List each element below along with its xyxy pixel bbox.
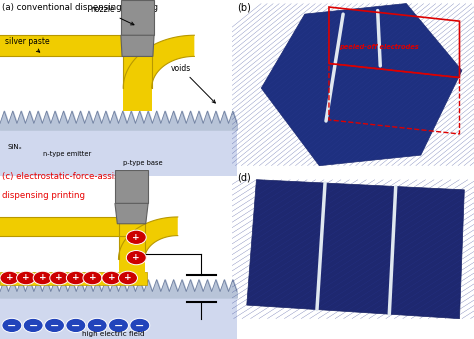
- Polygon shape: [261, 3, 462, 166]
- Bar: [0, 272, 147, 285]
- Text: +: +: [72, 274, 80, 282]
- Polygon shape: [115, 170, 148, 203]
- Text: +: +: [55, 274, 63, 282]
- Polygon shape: [121, 0, 154, 35]
- Circle shape: [66, 318, 86, 333]
- Bar: [0, 292, 237, 339]
- Polygon shape: [121, 35, 154, 56]
- Text: p-type base: p-type base: [123, 160, 163, 166]
- Text: SiNₓ: SiNₓ: [7, 144, 22, 150]
- Text: −: −: [28, 320, 38, 331]
- Text: voids: voids: [171, 63, 215, 103]
- Text: silver paste: silver paste: [5, 37, 49, 52]
- Text: (d): (d): [237, 172, 251, 182]
- Text: +: +: [132, 253, 140, 262]
- Circle shape: [118, 271, 137, 285]
- Polygon shape: [115, 203, 148, 224]
- Circle shape: [126, 230, 146, 244]
- Text: −: −: [135, 320, 145, 331]
- Bar: [0, 35, 123, 56]
- Circle shape: [130, 318, 150, 333]
- Text: +: +: [39, 274, 46, 282]
- Circle shape: [23, 318, 43, 333]
- Text: −: −: [114, 320, 123, 331]
- Circle shape: [17, 271, 36, 285]
- Text: (c) electrostatic-force-assisted: (c) electrostatic-force-assisted: [2, 172, 133, 181]
- Text: +: +: [6, 274, 13, 282]
- Text: −: −: [71, 320, 81, 331]
- Circle shape: [66, 271, 85, 285]
- Circle shape: [109, 318, 128, 333]
- Bar: [118, 170, 145, 259]
- Bar: [118, 259, 145, 276]
- Circle shape: [83, 271, 102, 285]
- Text: (a) conventional dispensing printing: (a) conventional dispensing printing: [2, 3, 158, 12]
- Polygon shape: [118, 217, 178, 259]
- Circle shape: [102, 271, 121, 285]
- Circle shape: [2, 318, 22, 333]
- Circle shape: [87, 318, 107, 333]
- Text: +: +: [124, 274, 132, 282]
- Bar: [0, 217, 118, 236]
- Circle shape: [45, 318, 64, 333]
- Text: −: −: [7, 320, 17, 331]
- Bar: [123, 0, 152, 88]
- Circle shape: [50, 271, 69, 285]
- Text: +: +: [108, 274, 115, 282]
- Text: (b): (b): [237, 3, 251, 13]
- Text: +: +: [22, 274, 30, 282]
- Bar: [0, 123, 237, 176]
- Circle shape: [126, 251, 146, 265]
- Text: dispensing printing: dispensing printing: [2, 191, 85, 200]
- Text: +: +: [132, 233, 140, 242]
- Text: −: −: [50, 320, 59, 331]
- Text: +: +: [89, 274, 96, 282]
- Text: −: −: [92, 320, 102, 331]
- Polygon shape: [247, 180, 465, 319]
- Circle shape: [0, 271, 19, 285]
- Text: peeled-off electrodes: peeled-off electrodes: [338, 44, 419, 51]
- Text: n-type emitter: n-type emitter: [43, 151, 91, 157]
- Text: nozzle: nozzle: [90, 5, 134, 25]
- Bar: [123, 88, 152, 111]
- Text: high electric field: high electric field: [82, 331, 145, 337]
- Circle shape: [33, 271, 52, 285]
- Polygon shape: [123, 35, 194, 88]
